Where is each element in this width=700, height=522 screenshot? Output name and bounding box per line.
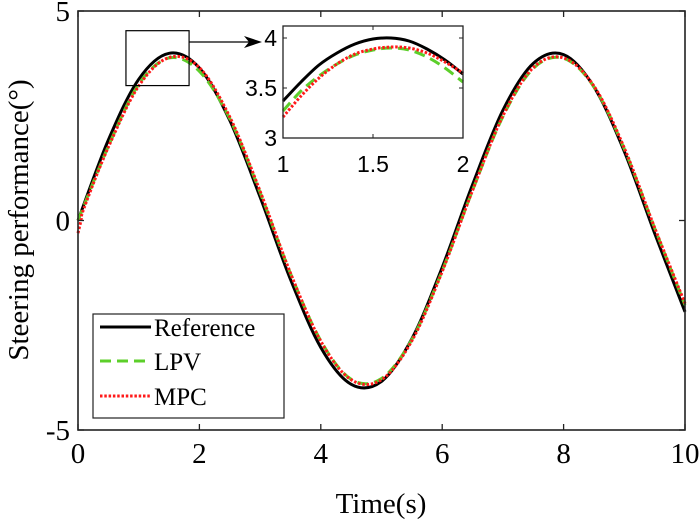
- legend-box: [92, 313, 285, 419]
- x-tick-label: 2: [192, 438, 207, 470]
- x-tick-label: 6: [435, 438, 450, 470]
- inset-x-tick-label: 2: [457, 151, 470, 177]
- legend: Reference LPV MPC: [92, 313, 285, 419]
- legend-label-lpv: LPV: [154, 349, 201, 376]
- inset-curves: [281, 36, 464, 118]
- main-ticks: 0 2 4 6 8 10-505: [46, 0, 700, 470]
- inset-x-tick-label: 1: [277, 151, 290, 177]
- zoom-region-box: [125, 30, 190, 87]
- main-plot-curves: [76, 51, 687, 390]
- legend-label-mpc: MPC: [154, 384, 207, 411]
- inset-ticks: 1 1.5 2 3 3.5 4: [245, 25, 469, 177]
- x-tick-label: 10: [671, 438, 700, 470]
- inset-x-tick-label: 1.5: [357, 151, 389, 177]
- x-axis-label: Time(s): [336, 488, 427, 520]
- x-tick-label: 4: [314, 438, 329, 470]
- inset-y-tick-label: 3.5: [245, 75, 277, 101]
- y-tick-label: -5: [46, 415, 70, 447]
- inset-series-line-reference: [281, 36, 464, 103]
- y-tick-label: 0: [56, 206, 71, 238]
- inset-series-line-lpv: [281, 46, 464, 113]
- x-tick-label: 0: [71, 438, 86, 470]
- inset-y-tick-label: 4: [264, 25, 277, 51]
- y-axis-label: Steering performance(°): [3, 79, 35, 360]
- inset-y-tick-label: 3: [264, 125, 277, 151]
- series-line-mpc: [76, 54, 687, 387]
- zoom-arrowhead-icon: [244, 36, 262, 48]
- legend-label-reference: Reference: [154, 315, 255, 342]
- y-tick-label: 5: [56, 0, 71, 28]
- x-tick-label: 8: [556, 438, 571, 470]
